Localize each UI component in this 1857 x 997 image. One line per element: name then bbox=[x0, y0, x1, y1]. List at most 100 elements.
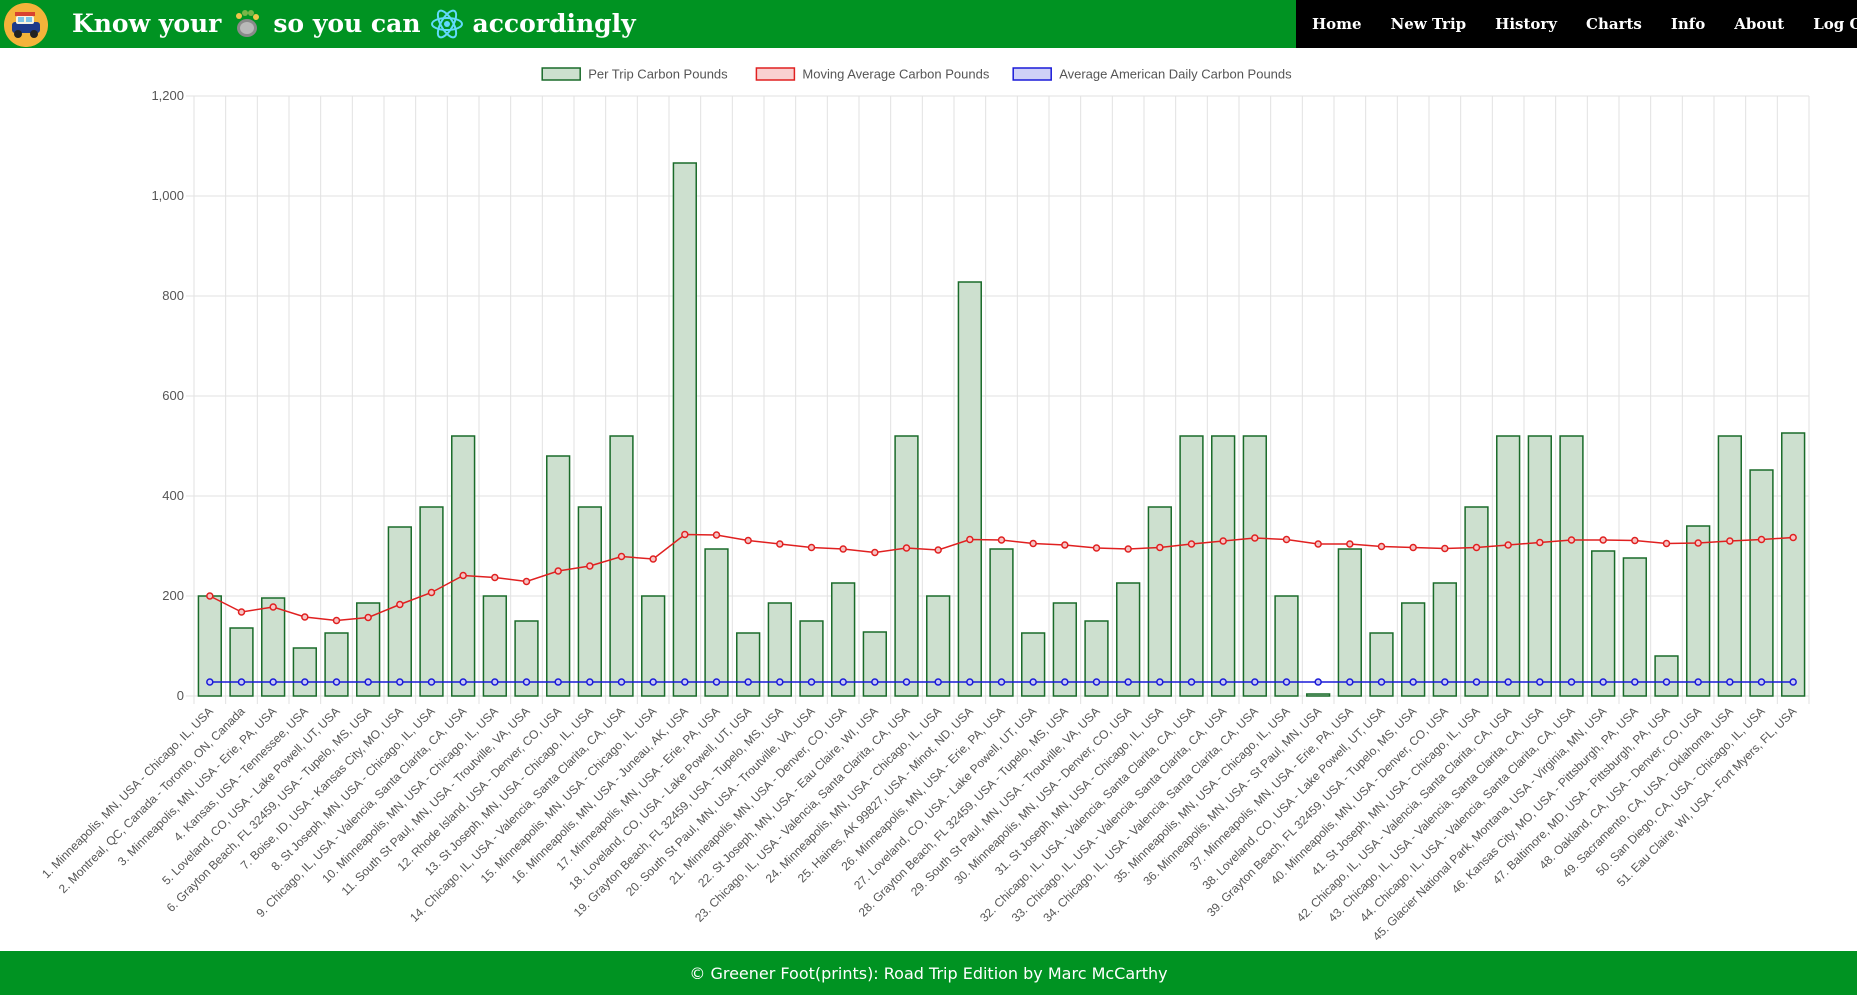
daily-average-point bbox=[1346, 678, 1354, 686]
react-atom-icon bbox=[429, 6, 465, 42]
moving-average-point bbox=[1726, 537, 1734, 545]
moving-average-point bbox=[1662, 539, 1671, 548]
moving-average-point bbox=[681, 530, 689, 539]
daily-average-point bbox=[396, 678, 404, 686]
moving-average-point bbox=[586, 562, 594, 570]
page-title: Know your so you can accordingly bbox=[72, 0, 636, 48]
moving-average-point bbox=[966, 535, 974, 544]
bar bbox=[324, 632, 349, 697]
daily-average-point bbox=[1504, 678, 1512, 686]
legend-label: Per Trip Carbon Pounds bbox=[588, 67, 728, 82]
bar bbox=[672, 162, 697, 697]
moving-average-point bbox=[1251, 534, 1259, 542]
moving-average-point bbox=[807, 543, 816, 552]
daily-average-point bbox=[1726, 678, 1734, 686]
daily-average-point bbox=[934, 678, 942, 686]
daily-average-point bbox=[1156, 678, 1164, 686]
daily-average-point bbox=[1441, 678, 1449, 686]
legend-label: Moving Average Carbon Pounds bbox=[802, 67, 989, 82]
daily-average-point bbox=[459, 678, 467, 686]
moving-average-point bbox=[1092, 544, 1101, 552]
daily-average-point bbox=[1061, 678, 1069, 686]
road-trip-car-icon[interactable] bbox=[4, 3, 48, 47]
moving-average-point bbox=[1187, 540, 1196, 548]
daily-average-point bbox=[1029, 678, 1037, 686]
moving-average-point bbox=[1504, 541, 1512, 549]
nav-charts[interactable]: Charts bbox=[1586, 15, 1642, 33]
moving-average-point bbox=[1377, 542, 1386, 551]
bar bbox=[1496, 435, 1521, 697]
moving-average-point bbox=[1124, 545, 1132, 553]
y-tick-label: 800 bbox=[162, 288, 184, 303]
moving-average-point bbox=[1694, 539, 1702, 547]
moving-average-point bbox=[206, 592, 214, 600]
nav-bar: Home New Trip History Charts Info About … bbox=[1296, 0, 1857, 48]
bar bbox=[1242, 435, 1267, 697]
daily-average-point bbox=[1219, 678, 1227, 686]
bar bbox=[799, 620, 824, 697]
moving-average-point bbox=[364, 613, 372, 622]
daily-average-point bbox=[1282, 678, 1291, 686]
bar bbox=[1369, 632, 1394, 697]
daily-average-point bbox=[649, 678, 657, 686]
nav-home[interactable]: Home bbox=[1312, 15, 1362, 33]
moving-average-point bbox=[1599, 536, 1607, 544]
bar bbox=[894, 435, 919, 697]
bar bbox=[609, 435, 634, 697]
bar bbox=[1021, 632, 1046, 697]
bar bbox=[1274, 595, 1299, 697]
bar bbox=[1337, 548, 1362, 697]
daily-average-point bbox=[364, 678, 372, 686]
moving-average-point bbox=[649, 555, 657, 563]
bar bbox=[1654, 655, 1679, 697]
moving-average-point bbox=[1441, 544, 1449, 553]
daily-average-point bbox=[1472, 678, 1481, 686]
nav-log-out[interactable]: Log Out bbox=[1813, 15, 1857, 33]
moving-average-point bbox=[427, 588, 436, 597]
legend-label: Average American Daily Carbon Pounds bbox=[1059, 67, 1292, 82]
bar bbox=[957, 281, 982, 697]
daily-average-point bbox=[712, 678, 721, 686]
moving-average-point bbox=[491, 573, 499, 582]
nav-info[interactable]: Info bbox=[1670, 15, 1706, 33]
moving-average-point bbox=[871, 548, 879, 557]
moving-average-point bbox=[396, 600, 404, 609]
footprint-icon bbox=[229, 6, 265, 42]
nav-about[interactable]: About bbox=[1734, 15, 1785, 33]
y-tick-label: 400 bbox=[162, 488, 184, 503]
y-tick-label: 0 bbox=[177, 688, 184, 703]
nav-history[interactable]: History bbox=[1495, 15, 1558, 33]
moving-average-point bbox=[1631, 536, 1639, 545]
bar bbox=[1401, 602, 1426, 697]
legend-swatch bbox=[1012, 67, 1052, 81]
daily-average-point bbox=[301, 678, 309, 686]
legend-swatch bbox=[755, 67, 796, 81]
daily-average-point bbox=[839, 678, 847, 686]
bar bbox=[1211, 435, 1236, 697]
daily-average-point bbox=[744, 678, 752, 686]
moving-average-point bbox=[332, 616, 341, 625]
daily-average-point bbox=[1694, 678, 1702, 686]
bar bbox=[1432, 582, 1457, 697]
daily-average-point bbox=[1536, 678, 1544, 686]
moving-average-point bbox=[554, 567, 562, 575]
nav-new-trip[interactable]: New Trip bbox=[1390, 15, 1467, 33]
daily-average-point bbox=[1789, 678, 1797, 686]
daily-average-point bbox=[1251, 678, 1259, 686]
bar bbox=[261, 597, 286, 697]
footer: © Greener Foot(prints): Road Trip Editio… bbox=[0, 951, 1857, 995]
moving-average-point bbox=[1346, 540, 1354, 548]
bar bbox=[1686, 525, 1711, 697]
bar bbox=[482, 595, 507, 697]
daily-average-point bbox=[1092, 678, 1101, 686]
daily-average-point bbox=[522, 678, 531, 686]
bar bbox=[862, 631, 887, 697]
y-tick-label: 1,200 bbox=[151, 88, 184, 103]
moving-average-point bbox=[301, 613, 309, 621]
moving-average-point bbox=[1536, 538, 1544, 547]
daily-average-point bbox=[1567, 678, 1576, 686]
bar bbox=[1749, 469, 1774, 697]
daily-average-point bbox=[1314, 678, 1322, 686]
bar bbox=[1591, 550, 1616, 697]
